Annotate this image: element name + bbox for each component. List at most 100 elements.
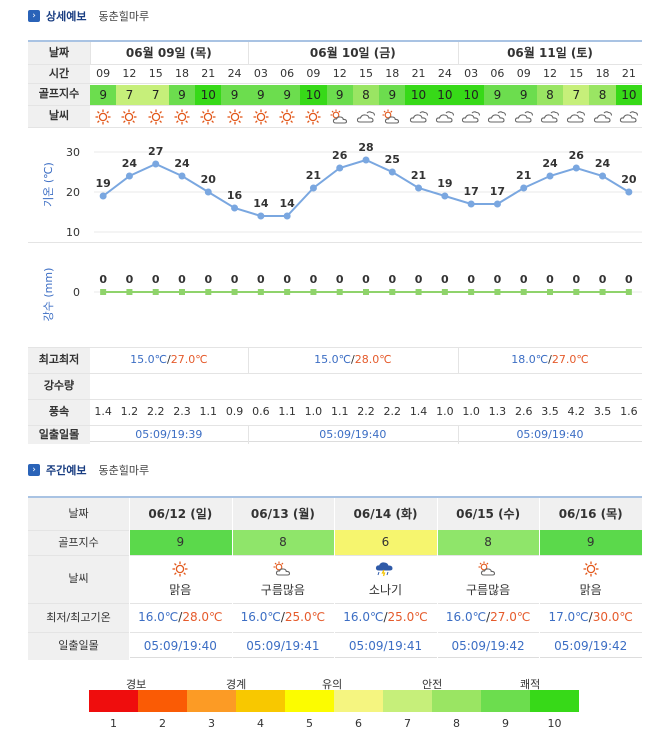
sun-icon — [169, 107, 195, 127]
row-label-weather: 날씨 — [28, 105, 90, 127]
time-cell: 21 — [411, 67, 426, 80]
day-divider — [458, 347, 459, 373]
cloud-icon — [616, 107, 642, 127]
data-label: 0 — [362, 273, 370, 286]
data-label: 17 — [463, 185, 478, 198]
time-cell: 18 — [385, 67, 400, 80]
golf-index-cell: 10 — [405, 85, 432, 105]
weekly-forecast-panel: 날짜 골프지수 날씨 최저/최고기온 일출일몰 06/12 (일) 9 맑음 16.0℃/28.… — [28, 496, 642, 660]
data-label: 0 — [126, 273, 134, 286]
row-label-sun: 일출일몰 — [28, 632, 129, 660]
data-label: 0 — [546, 273, 554, 286]
wind-cell: 0.9 — [225, 405, 244, 418]
weekly-section-label: 주간예보 — [46, 464, 87, 477]
label-column — [28, 127, 90, 347]
wind-cell: 2.6 — [514, 405, 533, 418]
daily-minmax: 15.0℃/27.0℃ — [130, 353, 208, 366]
col-divider — [539, 498, 541, 660]
day-divider — [247, 425, 249, 444]
data-point — [126, 289, 133, 295]
data-point — [520, 184, 528, 192]
col-divider — [231, 498, 233, 660]
detail-forecast-panel: 날짜 시간 골프지수 날씨 최고최저 강수량 풍속 일출일몰 06월 09일 (목) 15.0℃/… — [28, 40, 642, 444]
data-point — [257, 289, 264, 295]
data-label: 21 — [516, 169, 531, 182]
row-divider — [28, 373, 642, 374]
date-header-bg — [129, 498, 642, 530]
data-point — [152, 160, 160, 168]
data-label: 0 — [178, 273, 186, 286]
data-point — [625, 289, 632, 295]
time-cell: 03 — [464, 67, 479, 80]
scale-label: 안전 — [422, 678, 443, 691]
chevron-right-icon: › — [28, 10, 40, 22]
sun-icon — [129, 561, 232, 579]
sun-cloud-icon — [327, 107, 353, 127]
wind-cell: 1.1 — [330, 405, 349, 418]
data-label: 21 — [306, 169, 321, 182]
scale-number: 9 — [502, 717, 509, 730]
detail-section-title: › 상세예보 동춘힐마루 — [28, 8, 149, 24]
daily-sunrise-sunset: 05:09/19:40 — [516, 428, 584, 441]
data-label: 0 — [467, 273, 475, 286]
golf-index-cell: 9 — [484, 85, 511, 105]
cloud-icon — [537, 107, 563, 127]
data-label: 0 — [204, 273, 212, 286]
data-point — [494, 289, 501, 295]
time-cell: 12 — [122, 67, 137, 80]
data-label: 0 — [572, 273, 580, 286]
daily-sunrise-sunset: 05:09/19:40 — [319, 428, 387, 441]
scale-color-10 — [530, 690, 579, 712]
scale-color-9 — [481, 690, 530, 712]
wind-cell: 1.0 — [304, 405, 323, 418]
data-point — [336, 289, 343, 295]
wind-cell: 3.5 — [541, 405, 559, 418]
data-point — [152, 289, 159, 295]
data-point — [283, 212, 291, 220]
wind-cell: 1.3 — [488, 405, 507, 418]
data-point — [231, 204, 239, 212]
data-point — [468, 289, 475, 295]
data-label: 0 — [283, 273, 291, 286]
time-cell: 18 — [174, 67, 189, 80]
low-temp: 17.0℃ — [548, 610, 589, 624]
wind-cell: 2.3 — [173, 405, 191, 418]
sun-cloud-icon — [379, 107, 405, 127]
data-point — [362, 156, 370, 164]
y-axis-label: 강수 (mm) — [42, 268, 55, 322]
golf-index-cell: 10 — [195, 85, 222, 105]
time-cell: 18 — [595, 67, 610, 80]
data-label: 28 — [358, 141, 373, 154]
temp-separator: / — [280, 610, 285, 624]
weather-desc: 소나기 — [368, 583, 403, 597]
data-label: 20 — [621, 173, 637, 186]
sun-icon — [248, 107, 274, 127]
cloud-icon — [511, 107, 537, 127]
data-point — [467, 200, 475, 208]
scale-color-3 — [187, 690, 236, 712]
golf-index-cell: 9 — [221, 85, 248, 105]
wind-cell: 1.4 — [94, 405, 112, 418]
day-golf-index: 9 — [539, 530, 642, 555]
golf-index-cell: 10 — [431, 85, 458, 105]
time-cell: 06 — [280, 67, 295, 80]
wind-cell: 2.2 — [357, 405, 375, 418]
row-label-date: 날짜 — [28, 498, 129, 530]
day-date-header: 06/13 (월) — [250, 507, 315, 521]
golf-index-cell: 7 — [116, 85, 143, 105]
scale-number: 6 — [355, 717, 362, 730]
wind-cell: 1.1 — [278, 405, 296, 418]
scale-number: 1 — [110, 717, 117, 730]
cloud-icon — [353, 107, 379, 127]
golf-index-cell: 9 — [247, 85, 274, 105]
wind-cell: 3.5 — [593, 405, 612, 418]
day-divider — [458, 425, 459, 444]
row-label-golf: 골프지수 — [28, 530, 129, 555]
data-point — [389, 289, 396, 295]
wind-cell: 1.4 — [409, 405, 428, 418]
sun-icon — [116, 107, 142, 127]
data-point — [178, 172, 186, 180]
cloud-icon — [458, 107, 484, 127]
data-label: 24 — [595, 157, 611, 170]
sun-icon — [143, 107, 169, 127]
